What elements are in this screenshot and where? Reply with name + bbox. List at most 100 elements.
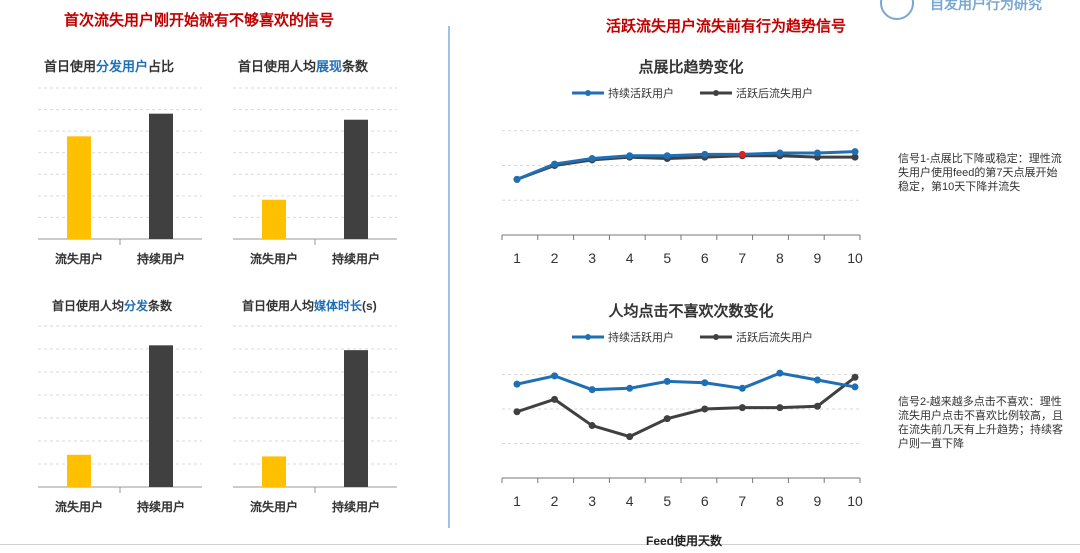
data-point	[513, 380, 521, 388]
legend-marker	[713, 90, 719, 96]
legend-label: 持续活跃用户	[608, 86, 674, 100]
bar	[344, 350, 368, 487]
x-tick-label: 7	[738, 250, 746, 266]
series-line	[516, 150, 856, 181]
data-point	[588, 155, 596, 163]
data-point	[551, 395, 559, 403]
title-part: 首日使用	[44, 59, 97, 74]
x-tick-label: 1	[513, 493, 521, 509]
title-part: 占比	[148, 59, 175, 74]
data-point	[738, 404, 746, 412]
x-tick-label: 3	[588, 250, 596, 266]
x-axis-title: Feed使用天数	[646, 534, 723, 548]
data-point	[626, 433, 634, 441]
bar	[344, 119, 368, 239]
series-line	[516, 376, 856, 439]
category-label: 持续用户	[332, 499, 380, 514]
data-point	[813, 376, 821, 384]
x-tick-label: 2	[551, 250, 559, 266]
chart-title: 人均点击不喜欢次数变化	[608, 302, 773, 320]
chart-title: 点展比趋势变化	[638, 58, 743, 76]
bar	[149, 345, 173, 487]
bar	[262, 199, 286, 239]
title-part: 首日使用人均	[242, 299, 315, 313]
signal-2-note: 信号2-越来越多点击不喜欢：理性流失用户点击不喜欢比例较高，且在流失前几天有上升…	[898, 396, 1063, 450]
x-tick-label: 1	[513, 250, 521, 266]
section-divider	[448, 26, 450, 528]
series-line	[516, 371, 856, 392]
bar	[262, 456, 286, 487]
bar-chart-1: 流失用户 持续用户	[38, 87, 202, 266]
data-point	[513, 175, 521, 183]
data-point	[626, 384, 634, 392]
bar	[67, 136, 91, 239]
x-tick-label: 5	[663, 250, 671, 266]
data-point	[738, 384, 746, 392]
data-point	[588, 386, 596, 394]
title-part: 首日使用人均	[52, 299, 125, 313]
data-point	[851, 153, 859, 161]
data-point	[663, 152, 671, 160]
signal-1-note: 信号1-点展比下降或稳定：理性流失用户使用feed的第7天点展开始稳定，第10天…	[898, 153, 1062, 193]
logo-icon	[880, 0, 914, 20]
data-point	[663, 377, 671, 385]
series-line	[516, 154, 855, 181]
title-part: 条数	[148, 299, 173, 313]
left-section-title: 首次流失用户刚开始就有不够喜欢的信号	[64, 12, 335, 29]
data-point	[851, 383, 859, 391]
title-part: 条数	[342, 59, 369, 74]
bar-chart-4-title: 首日使用人均媒体时长(s)	[242, 297, 377, 314]
bottom-rule	[0, 544, 1080, 545]
data-point	[626, 152, 634, 160]
category-label: 持续用户	[137, 251, 185, 266]
bar-chart-4: 流失用户 持续用户	[233, 325, 397, 514]
data-point	[701, 405, 709, 413]
data-point	[663, 415, 671, 423]
data-point	[776, 404, 784, 412]
bar-chart-3-title: 首日使用人均分发条数	[52, 297, 172, 314]
title-highlight: 媒体时长	[314, 299, 363, 313]
data-point	[701, 379, 709, 387]
x-tick-label: 5	[663, 493, 671, 509]
legend-marker	[585, 334, 591, 340]
data-point	[588, 422, 596, 430]
legend-marker	[713, 334, 719, 340]
data-point	[551, 372, 559, 380]
bar	[67, 454, 91, 487]
bar-chart-2-title: 首日使用人均展现条数	[238, 56, 368, 75]
data-point	[776, 149, 784, 157]
data-point	[851, 373, 859, 381]
legend-label: 持续活跃用户	[608, 330, 674, 344]
data-point	[813, 149, 821, 157]
bar-chart-3: 流失用户 持续用户	[38, 325, 202, 514]
data-point	[701, 150, 709, 158]
title-highlight: 分发	[124, 299, 149, 313]
x-tick-label: 8	[776, 493, 784, 509]
x-tick-label: 9	[814, 250, 822, 266]
title-part: 首日使用人均	[238, 59, 317, 74]
title-highlight: 展现	[316, 59, 343, 74]
data-point	[738, 150, 746, 158]
logo-text: 自发用户行为研究	[930, 0, 1042, 12]
title-highlight: 分发用户	[96, 59, 149, 74]
data-point	[851, 148, 859, 156]
data-point	[513, 408, 521, 416]
x-tick-label: 6	[701, 493, 709, 509]
data-point	[813, 402, 821, 410]
data-point	[551, 160, 559, 168]
bar	[149, 113, 173, 239]
x-tick-label: 10	[847, 250, 863, 266]
category-label: 持续用户	[137, 499, 185, 514]
x-tick-label: 10	[847, 493, 863, 509]
category-label: 流失用户	[55, 251, 103, 266]
title-part: (s)	[362, 299, 377, 313]
category-label: 流失用户	[55, 499, 103, 514]
bar-chart-2: 流失用户 持续用户	[233, 87, 397, 266]
legend-marker	[585, 90, 591, 96]
legend-label: 活跃后流失用户	[736, 86, 813, 100]
legend-label: 活跃后流失用户	[736, 330, 813, 344]
bar-chart-1-title: 首日使用分发用户占比	[44, 56, 174, 75]
x-tick-label: 4	[626, 250, 634, 266]
